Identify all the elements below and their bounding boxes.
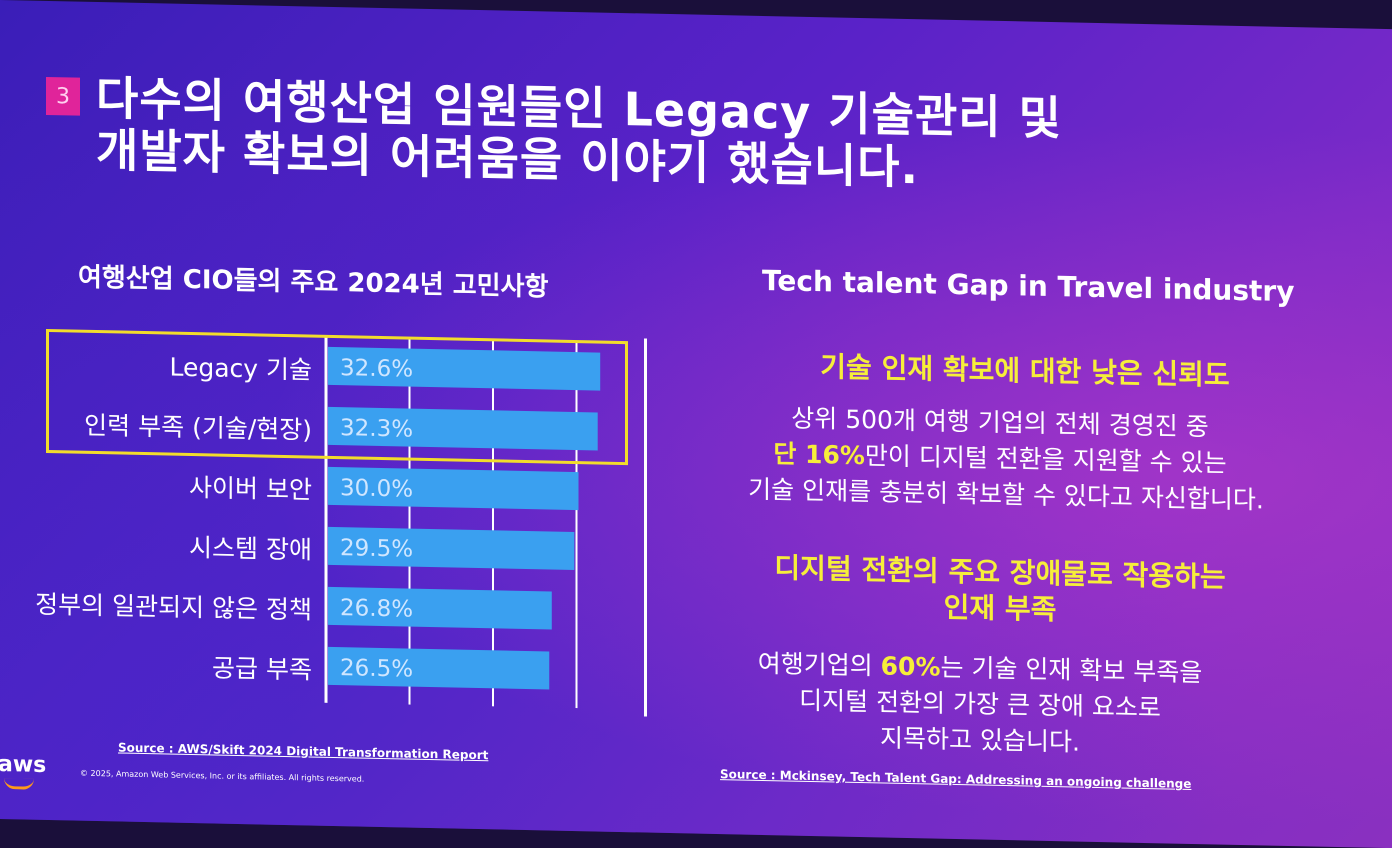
chart-category-label: 정부의 일관되지 않은 정책 — [35, 589, 312, 625]
chart-category-label: 사이버 보안 — [189, 472, 312, 505]
bar-chart: 32.6% 32.3% 30.0% 29.5% 26.8% 26.5% — [324, 336, 601, 709]
section1-title: 기술 인재 확보에 대한 낮은 신뢰도 — [820, 350, 1230, 392]
right-panel-source[interactable]: Source : Mckinsey, Tech Talent Gap: Addr… — [720, 767, 1192, 791]
chart-data-label: 32.6% — [340, 355, 413, 383]
highlight-box — [46, 328, 628, 466]
chart-data-label: 32.3% — [340, 415, 413, 443]
chart-data-label: 26.5% — [340, 655, 413, 683]
right-panel-heading: Tech talent Gap in Travel industry — [762, 263, 1295, 309]
aws-logo: aws — [0, 751, 47, 778]
chart-data-label: 30.0% — [340, 475, 413, 503]
aws-smile-icon — [4, 778, 34, 790]
chart-data-label: 26.8% — [340, 595, 413, 623]
section1-line-2-rest: 만이 디지털 전환을 지원할 수 있는 — [864, 441, 1227, 478]
chart-bar — [328, 646, 550, 690]
section2-highlight: 60% — [880, 651, 941, 682]
chart-bar — [328, 526, 575, 571]
chart-bar — [328, 466, 579, 511]
section2-line-1-prefix: 여행기업의 — [757, 648, 881, 681]
chart-category-label: 시스템 장애 — [189, 532, 312, 565]
chart-data-label: 29.5% — [340, 535, 413, 563]
section1-highlight: 단 16% — [773, 439, 865, 471]
chart-category-label: 공급 부족 — [212, 653, 312, 685]
panel-divider — [644, 338, 647, 717]
chart-bar — [328, 346, 601, 391]
chart-bar — [328, 586, 552, 630]
section2-line-1-rest: 는 기술 인재 확보 부족을 — [940, 652, 1203, 688]
copyright-text: © 2025, Amazon Web Services, Inc. or its… — [80, 768, 365, 784]
chart-bar — [328, 406, 598, 451]
